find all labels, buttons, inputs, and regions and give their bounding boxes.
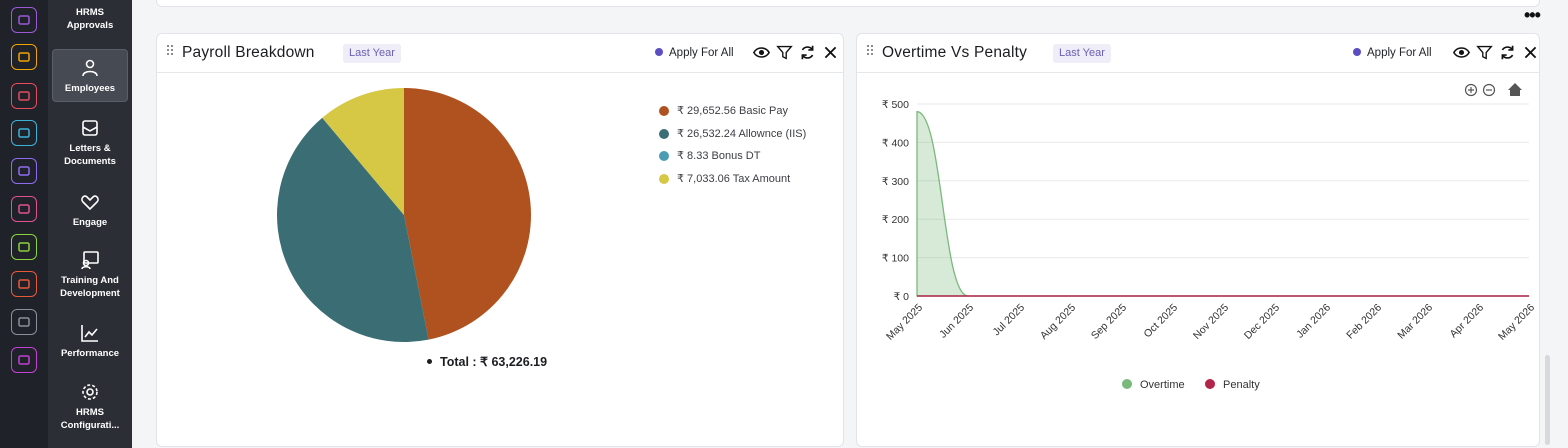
zoom-in-icon[interactable] bbox=[1464, 83, 1478, 97]
apply-for-all-toggle[interactable]: Apply For All bbox=[1353, 47, 1432, 59]
period-badge[interactable]: Last Year bbox=[1053, 44, 1111, 63]
gear-icon[interactable] bbox=[11, 347, 37, 373]
radio-dot-icon bbox=[655, 48, 663, 56]
legend-label: ₹ 26,532.24 Allownce (IIS) bbox=[677, 127, 807, 140]
y-tick-label: ₹ 200 bbox=[882, 214, 909, 226]
x-tick-label: Jun 2025 bbox=[937, 302, 976, 341]
x-tick-label: Oct 2025 bbox=[1141, 302, 1180, 341]
pie-slice[interactable] bbox=[322, 117, 404, 215]
plane-icon[interactable] bbox=[11, 158, 37, 184]
drag-handle-icon[interactable] bbox=[167, 45, 175, 57]
close-icon[interactable] bbox=[822, 44, 839, 61]
legend-label: ₹ 29,652.56 Basic Pay bbox=[677, 105, 788, 117]
app-rail bbox=[0, 0, 48, 448]
bullet-icon bbox=[427, 359, 432, 364]
y-tick-label: ₹ 0 bbox=[894, 291, 910, 303]
reset-zoom-home-icon[interactable] bbox=[1508, 83, 1522, 96]
user-icon bbox=[82, 59, 98, 77]
x-tick-label: May 2025 bbox=[884, 302, 925, 343]
eye-icon[interactable] bbox=[1453, 44, 1470, 61]
target-icon[interactable] bbox=[11, 83, 37, 109]
legend-label[interactable]: Penalty bbox=[1223, 379, 1260, 391]
card-actions bbox=[1453, 44, 1539, 61]
y-tick-label: ₹ 500 bbox=[882, 99, 909, 111]
legend-swatch bbox=[659, 173, 669, 184]
x-tick-label: Jul 2025 bbox=[991, 302, 1028, 339]
more-options-icon[interactable]: ••• bbox=[1524, 5, 1541, 25]
x-tick-label: Nov 2025 bbox=[1191, 302, 1231, 342]
y-tick-label: ₹ 400 bbox=[882, 137, 909, 149]
drag-handle-icon[interactable] bbox=[867, 45, 875, 57]
nav-item-hrms-approvals[interactable]: HRMS Approvals bbox=[52, 0, 128, 36]
nav-item-training-development[interactable]: Training And Development bbox=[52, 250, 128, 300]
card-actions bbox=[753, 44, 839, 61]
legend-swatch bbox=[1205, 379, 1215, 389]
card-title: Overtime Vs Penalty bbox=[882, 44, 1028, 61]
legend-label: ₹ 7,033.06 Tax Amount bbox=[677, 172, 791, 185]
refresh-icon[interactable] bbox=[799, 44, 816, 61]
overtime-series-area[interactable] bbox=[916, 111, 1529, 297]
period-badge[interactable]: Last Year bbox=[343, 44, 401, 63]
x-tick-label: May 2026 bbox=[1496, 302, 1537, 343]
radio-dot-icon bbox=[1353, 48, 1361, 56]
x-tick-label: Feb 2026 bbox=[1344, 302, 1384, 342]
module-nav: HRMS Approvals Employees Letters & Docum… bbox=[48, 0, 132, 448]
home-icon[interactable] bbox=[11, 309, 37, 335]
y-tick-label: ₹ 100 bbox=[882, 253, 909, 265]
nav-item-performance[interactable]: Performance bbox=[52, 323, 128, 360]
x-tick-label: Jan 2026 bbox=[1294, 302, 1333, 341]
pie-slice[interactable] bbox=[404, 88, 531, 340]
briefcase-icon[interactable] bbox=[11, 7, 37, 33]
user-badge-icon[interactable] bbox=[11, 271, 37, 297]
pie-slice[interactable] bbox=[322, 88, 404, 215]
close-icon[interactable] bbox=[1522, 44, 1539, 61]
legend-swatch bbox=[1122, 379, 1132, 389]
sheet-icon[interactable] bbox=[11, 234, 37, 260]
card-title: Payroll Breakdown bbox=[182, 44, 315, 61]
card-header: Overtime Vs Penalty Last Year Apply For … bbox=[857, 34, 1539, 73]
legend-swatch bbox=[659, 106, 669, 116]
pie-slice[interactable] bbox=[276, 117, 429, 342]
nav-item-letters-documents[interactable]: Letters & Documents bbox=[52, 118, 128, 168]
mail-icon bbox=[82, 120, 98, 136]
zoom-out-icon[interactable] bbox=[1482, 83, 1496, 97]
x-tick-label: Dec 2025 bbox=[1242, 302, 1282, 342]
payroll-pie-chart bbox=[276, 88, 531, 342]
legend-label[interactable]: Overtime bbox=[1140, 379, 1185, 391]
legend-swatch bbox=[659, 128, 669, 139]
gear-icon bbox=[82, 384, 98, 400]
legend-label: ₹ 8.33 Bonus DT bbox=[677, 150, 761, 162]
trend-icon bbox=[81, 325, 98, 342]
nav-item-employees[interactable]: Employees bbox=[52, 49, 128, 102]
card-header: Payroll Breakdown Last Year Apply For Al… bbox=[157, 34, 843, 73]
page-scrollbar[interactable] bbox=[1545, 355, 1550, 445]
x-tick-label: Sep 2025 bbox=[1089, 302, 1129, 342]
overtime-area-chart: ₹ 0 ₹ 100 ₹ 200 ₹ 300 ₹ 400 ₹ 500 May 2025 Jun … bbox=[882, 83, 1537, 391]
y-tick-label: ₹ 300 bbox=[882, 176, 909, 188]
nav-item-hrms-configuration[interactable]: HRMS Configurati... bbox=[52, 382, 128, 432]
monitor-icon[interactable] bbox=[11, 196, 37, 222]
filter-icon[interactable] bbox=[776, 44, 793, 61]
x-tick-label: Mar 2026 bbox=[1395, 302, 1435, 342]
archive-icon[interactable] bbox=[11, 120, 37, 146]
top-widget-card bbox=[156, 0, 1540, 7]
payroll-breakdown-card: Payroll Breakdown Last Year Apply For Al… bbox=[156, 33, 844, 447]
apply-for-all-toggle[interactable]: Apply For All bbox=[655, 47, 734, 59]
payroll-total: Total : ₹ 63,226.19 bbox=[427, 354, 547, 369]
filter-icon[interactable] bbox=[1476, 44, 1493, 61]
refresh-icon[interactable] bbox=[1499, 44, 1516, 61]
legend-swatch bbox=[659, 151, 669, 161]
hands-icon[interactable] bbox=[11, 44, 37, 70]
x-tick-label: Apr 2026 bbox=[1447, 302, 1486, 341]
eye-icon[interactable] bbox=[753, 44, 770, 61]
approvals-icon bbox=[80, 0, 100, 4]
handshake-icon bbox=[81, 195, 99, 211]
overtime-penalty-card: Overtime Vs Penalty Last Year Apply For … bbox=[856, 33, 1540, 447]
nav-item-engage[interactable]: Engage bbox=[52, 192, 128, 229]
training-icon bbox=[81, 251, 99, 270]
x-tick-label: Aug 2025 bbox=[1038, 302, 1078, 342]
